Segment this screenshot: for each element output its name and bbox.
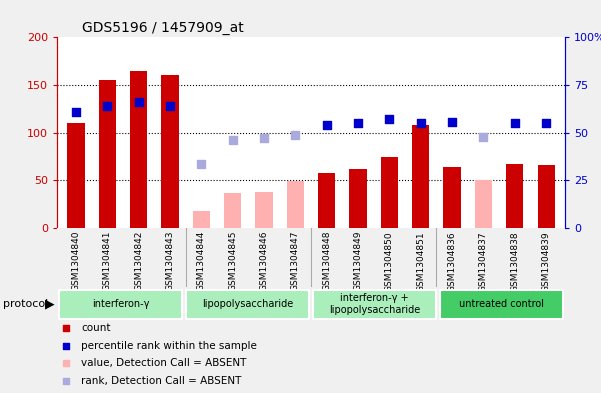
Bar: [537, 165, 555, 228]
Text: GSM1304841: GSM1304841: [103, 231, 112, 291]
Point: [228, 137, 237, 143]
Text: rank, Detection Call = ABSENT: rank, Detection Call = ABSENT: [82, 376, 242, 386]
Bar: [313, 290, 436, 319]
Text: GSM1304843: GSM1304843: [165, 231, 174, 291]
Bar: [475, 180, 492, 228]
Text: GSM1304837: GSM1304837: [479, 231, 488, 292]
Text: GSM1304839: GSM1304839: [542, 231, 551, 292]
Point: [322, 122, 332, 128]
Text: GSM1304851: GSM1304851: [416, 231, 426, 292]
Point: [290, 131, 300, 138]
Text: GSM1304840: GSM1304840: [72, 231, 81, 291]
Bar: [130, 71, 147, 228]
Text: GSM1304848: GSM1304848: [322, 231, 331, 291]
Bar: [412, 125, 429, 228]
Text: GSM1304842: GSM1304842: [134, 231, 143, 291]
Text: protocol: protocol: [3, 299, 48, 309]
Bar: [161, 75, 178, 228]
Text: GSM1304836: GSM1304836: [448, 231, 457, 292]
Text: ▶: ▶: [44, 298, 54, 311]
Bar: [59, 290, 183, 319]
Text: count: count: [82, 323, 111, 333]
Point: [102, 103, 112, 109]
Text: GSM1304849: GSM1304849: [353, 231, 362, 291]
Text: lipopolysaccharide: lipopolysaccharide: [202, 299, 293, 309]
Text: value, Detection Call = ABSENT: value, Detection Call = ABSENT: [82, 358, 247, 368]
Bar: [349, 169, 367, 228]
Point: [542, 120, 551, 126]
Bar: [381, 158, 398, 228]
Point: [389, 84, 399, 91]
Point: [510, 120, 520, 126]
Text: GSM1304850: GSM1304850: [385, 231, 394, 292]
Point: [385, 116, 394, 123]
Point: [353, 120, 363, 126]
Point: [389, 245, 399, 252]
Point: [71, 108, 81, 115]
Bar: [444, 167, 461, 228]
Text: GSM1304845: GSM1304845: [228, 231, 237, 291]
Text: interferon-γ +
lipopolysaccharide: interferon-γ + lipopolysaccharide: [329, 294, 420, 315]
Bar: [186, 290, 310, 319]
Point: [416, 120, 426, 126]
Point: [259, 135, 269, 141]
Text: GSM1304844: GSM1304844: [197, 231, 206, 291]
Point: [197, 161, 206, 167]
Bar: [255, 192, 273, 228]
Bar: [287, 181, 304, 228]
Bar: [67, 123, 85, 228]
Text: GDS5196 / 1457909_at: GDS5196 / 1457909_at: [82, 21, 244, 35]
Bar: [439, 290, 563, 319]
Bar: [193, 211, 210, 228]
Text: GSM1304847: GSM1304847: [291, 231, 300, 291]
Text: percentile rank within the sample: percentile rank within the sample: [82, 341, 257, 351]
Text: GSM1304846: GSM1304846: [260, 231, 269, 291]
Text: interferon-γ: interferon-γ: [92, 299, 149, 309]
Point: [447, 119, 457, 125]
Point: [134, 99, 144, 105]
Point: [165, 103, 175, 109]
Point: [478, 134, 488, 141]
Bar: [506, 164, 523, 228]
Bar: [224, 193, 241, 228]
Bar: [318, 173, 335, 228]
Text: untreated control: untreated control: [459, 299, 544, 309]
Bar: [99, 80, 116, 228]
Text: GSM1304838: GSM1304838: [510, 231, 519, 292]
